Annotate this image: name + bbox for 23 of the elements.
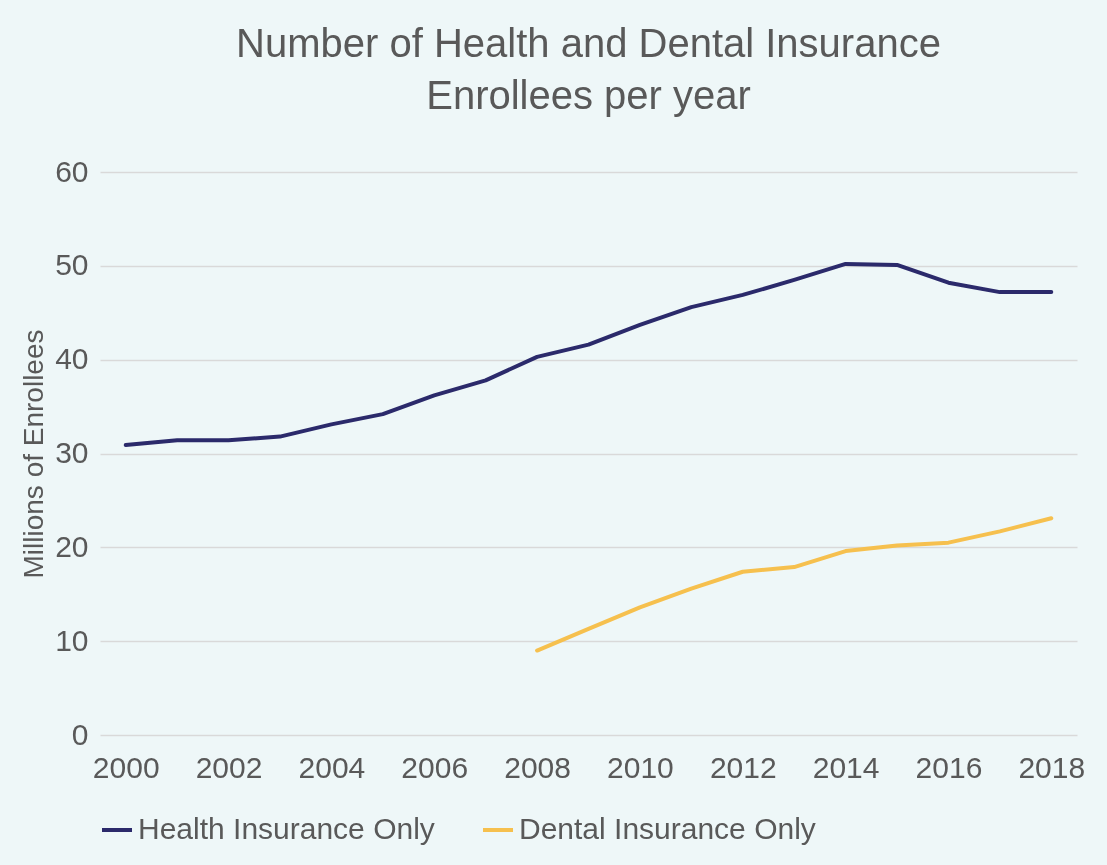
- legend-label: Dental Insurance Only: [519, 812, 816, 845]
- y-tick-label: 60: [55, 154, 89, 188]
- y-tick-label: 30: [55, 436, 89, 469]
- chart-title: Number of Health and Dental Insurance Enrollees per year: [236, 21, 941, 117]
- x-tick-label: 2006: [401, 750, 469, 784]
- x-tick-label: 2014: [812, 750, 880, 784]
- x-tick-label: 2000: [92, 750, 160, 784]
- x-tick-label: 2012: [709, 750, 777, 784]
- line-series: [535, 516, 1054, 653]
- x-tick-label: 2010: [607, 750, 674, 784]
- x-tick-label: 2004: [298, 750, 366, 784]
- y-tick-label: 40: [55, 342, 89, 376]
- y-tick-label: 50: [55, 248, 89, 282]
- y-tick-label: 0: [71, 717, 89, 751]
- x-tick-label: 2016: [915, 750, 983, 784]
- legend-label: Health Insurance Only: [138, 812, 435, 845]
- x-tick-label: 2002: [195, 750, 263, 784]
- y-tick-label: 20: [55, 529, 89, 563]
- x-tick-label: 2018: [1018, 750, 1086, 784]
- y-tick-label: 10: [55, 623, 89, 657]
- x-tick-label: 2008: [504, 750, 571, 784]
- line-series: [123, 261, 1054, 448]
- y-axis-title: Millions of Enrollees: [18, 329, 50, 579]
